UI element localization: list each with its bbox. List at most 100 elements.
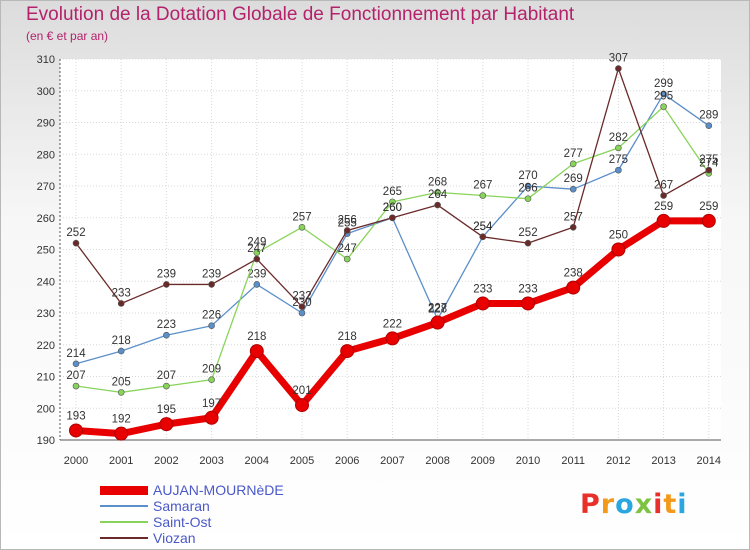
chart-title: Evolution de la Dotation Globale de Fonc…: [26, 4, 575, 25]
data-label: 239: [247, 268, 266, 280]
data-point: [524, 195, 532, 202]
legend-swatch: [100, 486, 148, 495]
data-label: 267: [654, 180, 673, 192]
data-point: [475, 296, 490, 311]
data-label: 192: [112, 414, 131, 426]
x-tick-label: 2011: [561, 455, 585, 467]
data-label: 218: [338, 331, 357, 343]
data-point: [434, 201, 441, 209]
data-label: 307: [609, 53, 628, 65]
data-point: [569, 223, 577, 231]
legend-swatch: [100, 521, 148, 523]
data-point: [298, 309, 306, 317]
data-point: [611, 242, 626, 257]
data-label: 264: [428, 189, 448, 201]
data-label: 195: [157, 404, 176, 416]
data-point: [114, 426, 129, 441]
data-point: [660, 90, 667, 98]
data-label: 259: [699, 201, 718, 213]
logo-letter: o: [615, 489, 635, 520]
y-tick-label: 220: [37, 340, 55, 352]
y-tick-label: 270: [37, 181, 55, 193]
data-point: [385, 331, 400, 346]
y-tick-label: 260: [37, 213, 55, 225]
data-label: 282: [609, 132, 628, 144]
data-label: 223: [157, 319, 176, 331]
data-label: 233: [473, 283, 492, 295]
data-label: 270: [518, 170, 537, 182]
data-label: 228: [428, 303, 447, 315]
data-point: [660, 192, 667, 199]
legend-label: AUJAN-MOURNèDE: [153, 482, 284, 498]
data-point: [163, 281, 170, 288]
legend-label: Viozan: [153, 530, 196, 546]
data-point: [298, 303, 306, 310]
data-point: [249, 344, 264, 359]
data-label: 209: [202, 364, 221, 376]
x-tick-label: 2013: [651, 455, 675, 467]
data-label: 256: [338, 214, 357, 226]
data-point: [208, 281, 215, 288]
data-label: 197: [202, 398, 221, 410]
data-point: [615, 166, 622, 174]
data-label: 275: [609, 154, 628, 166]
data-label: 193: [66, 410, 85, 422]
data-point: [298, 223, 306, 231]
data-point: [705, 122, 713, 129]
legend-swatch: [100, 537, 148, 539]
x-tick-label: 2001: [109, 455, 133, 467]
data-point: [524, 182, 532, 190]
y-tick-label: 210: [37, 372, 55, 384]
data-label: 247: [338, 243, 357, 255]
data-point: [521, 296, 535, 311]
data-label: 214: [66, 348, 86, 360]
data-label: 260: [383, 202, 402, 214]
data-point: [479, 233, 487, 241]
data-point: [117, 300, 125, 307]
data-label: 233: [112, 287, 131, 299]
data-label: 259: [654, 201, 673, 213]
x-tick-label: 2000: [64, 455, 88, 467]
data-point: [343, 255, 351, 263]
data-point: [204, 410, 219, 425]
data-label: 233: [518, 283, 537, 295]
data-label: 274: [699, 157, 719, 169]
data-label: 299: [654, 78, 673, 90]
data-label: 227: [428, 303, 447, 315]
data-point: [72, 360, 80, 368]
y-tick-label: 290: [37, 118, 55, 130]
data-point: [566, 280, 581, 295]
legend-swatch: [100, 505, 148, 507]
legend-label: Samaran: [153, 498, 210, 514]
data-label: 207: [66, 370, 85, 382]
data-point: [72, 382, 80, 390]
data-point: [430, 315, 445, 330]
data-point: [569, 160, 577, 168]
data-point: [660, 103, 667, 110]
y-tick-label: 310: [37, 54, 55, 66]
data-label: 255: [338, 218, 357, 230]
data-point: [389, 198, 396, 206]
y-tick-label: 200: [37, 403, 55, 415]
y-tick-label: 240: [37, 276, 55, 288]
logo-letter: x: [634, 489, 654, 520]
data-label: 249: [247, 237, 266, 249]
chart-subtitle: (en € et par an): [26, 29, 109, 43]
logo-letter: i: [653, 489, 664, 520]
data-label: 247: [247, 243, 266, 255]
data-label: 254: [473, 221, 493, 233]
x-tick-label: 2004: [245, 455, 269, 467]
x-tick-label: 2009: [471, 455, 495, 467]
legend-label: Saint-Ost: [153, 514, 212, 530]
data-point: [343, 227, 351, 234]
data-label: 230: [292, 297, 311, 309]
data-label: 252: [518, 227, 537, 239]
data-label: 277: [564, 148, 583, 160]
y-tick-label: 250: [37, 245, 55, 257]
y-tick-label: 190: [37, 435, 55, 447]
data-label: 267: [473, 180, 492, 192]
data-point: [701, 213, 716, 228]
data-label: 260: [383, 202, 402, 214]
x-tick-label: 2006: [335, 455, 359, 467]
